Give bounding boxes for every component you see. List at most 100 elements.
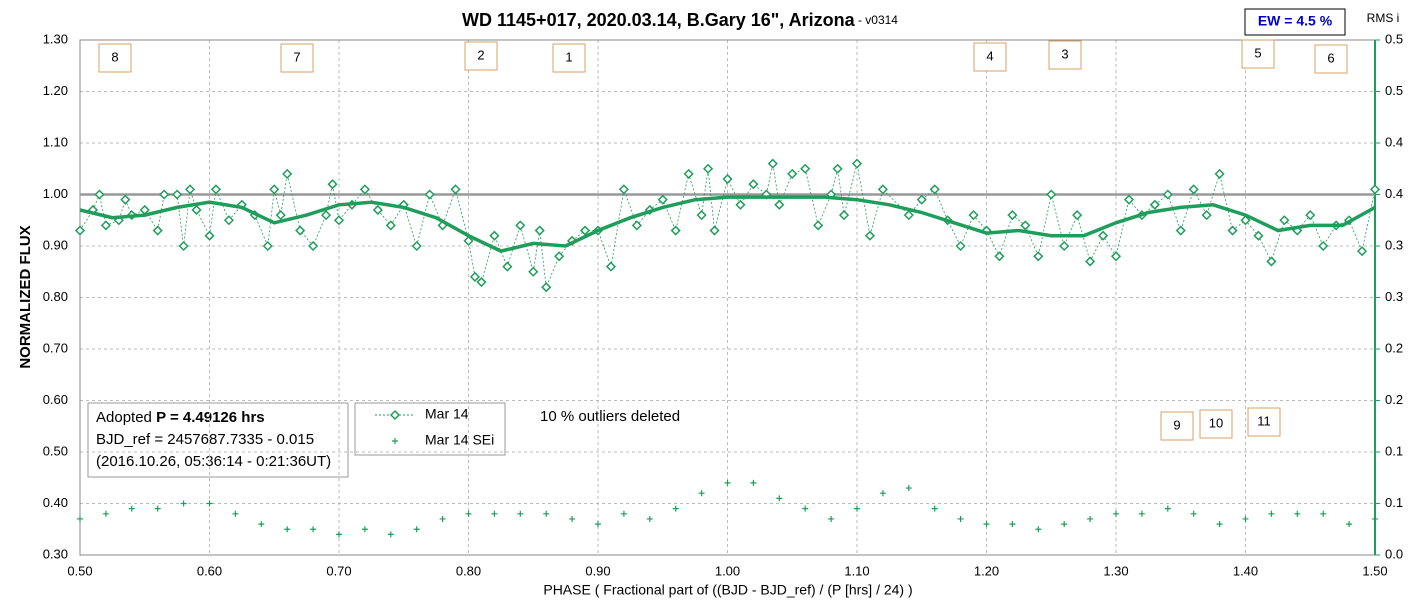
data-point [1046,189,1057,200]
data-point [387,531,394,538]
data-point [223,215,234,226]
data-point [1110,251,1122,262]
data-point [748,179,759,190]
data-point [916,194,927,205]
data-point [541,282,552,293]
data-point [359,184,370,195]
data-point [206,500,213,507]
y2-tick-label: 0.5 [1385,83,1403,98]
data-point [1240,215,1251,226]
data-point [929,184,940,195]
data-point [851,158,863,169]
data-point [1188,184,1199,195]
data-point [424,189,435,200]
data-point [802,505,809,512]
x-tick-label: 0.90 [585,563,610,578]
data-point [800,163,811,174]
chart-title: WD 1145+017, 2020.03.14, B.Gary 16", Ari… [462,10,898,30]
data-point [232,510,239,517]
data-point [864,230,876,241]
data-point [657,194,668,205]
data-point [262,240,273,252]
legend-marker [392,438,398,444]
data-point [1214,168,1225,179]
data-point [450,184,461,195]
marker-label: 8 [111,49,118,64]
data-point [295,225,306,236]
data-point [77,515,83,522]
data-point [776,495,783,502]
data-point [210,184,222,195]
marker-label: 4 [986,48,993,63]
data-point [372,204,383,216]
data-point [159,189,170,200]
data-point [1305,210,1316,221]
data-point [703,163,714,174]
data-point [310,526,317,533]
data-point [698,490,705,497]
y2-tick-label: 0.1 [1385,443,1403,458]
x-tick-label: 1.30 [1103,563,1128,578]
y-tick-label: 0.80 [43,289,68,304]
data-point [327,179,338,190]
marker-label: 10 [1209,415,1223,430]
data-point [1020,220,1031,231]
data-point [333,215,345,226]
marker-box [1314,44,1348,74]
data-point [204,230,215,241]
y2-tick-label: 0.1 [1385,495,1403,510]
y-tick-label: 1.20 [43,83,68,98]
y-tick-label: 1.00 [43,186,68,201]
data-point [1033,251,1044,262]
data-point [1164,505,1171,512]
data-point [1372,515,1378,522]
data-point [1149,199,1160,210]
marker-label: 9 [1173,417,1180,432]
y2-tick-label: 0.3 [1385,237,1403,252]
data-point [903,210,914,221]
data-point [282,168,293,179]
data-point [838,210,850,221]
data-point [579,225,591,236]
x-tick-label: 1.50 [1362,563,1387,578]
y-tick-label: 0.30 [43,546,68,561]
marker-box [1199,409,1233,439]
y-tick-label: 0.60 [43,392,68,407]
data-point [554,251,565,262]
note: 10 % outliers deleted [540,408,680,425]
info-prefix: Adopted [96,409,156,426]
marker-box [1247,407,1281,437]
x-tick-label: 0.70 [326,563,351,578]
data-line [79,163,1376,289]
data-point [1294,510,1301,517]
y-tick-label: 0.50 [43,443,68,458]
data-point [413,526,420,533]
marker-label: 3 [1061,46,1068,61]
marker-box [280,43,314,73]
legend-marker [389,409,401,421]
data-point [543,510,550,517]
data-point [1227,225,1238,236]
data-point [1190,510,1197,517]
marker-box [1160,411,1194,441]
data-point [1242,515,1249,522]
data-point [1123,194,1135,205]
x-tick-label: 1.40 [1233,563,1258,578]
data-point [152,225,163,236]
data-point [178,240,189,252]
data-point [672,505,679,512]
data-point [100,220,111,231]
data-point [463,235,474,246]
data-point [1085,256,1096,267]
data-point [1320,510,1327,517]
marker-label: 11 [1257,413,1271,428]
info-line: Adopted P = 4.49126 hrs [96,409,265,426]
data-point [385,220,396,231]
data-point [154,505,161,512]
data-point [515,220,526,231]
data-point [1059,240,1070,252]
data-point [1061,521,1068,528]
marker-label: 2 [477,47,484,62]
